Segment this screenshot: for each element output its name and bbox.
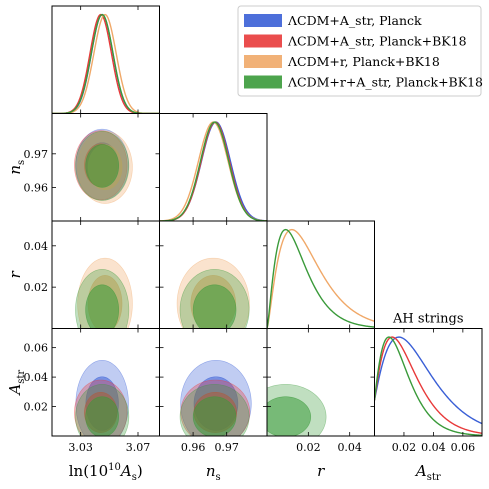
marginal-cdm-r-a-str-planck-bk18 — [52, 13, 160, 114]
contour-68-cdm-r-a-str-planck-bk18 — [192, 396, 237, 436]
label-part: A — [6, 384, 24, 397]
marginal-cdm-r-planck-bk18 — [52, 13, 160, 114]
x-tick-label: 0.02 — [392, 441, 417, 454]
contour-68-cdm-r-a-str-planck-bk18 — [267, 396, 312, 436]
y-axis-label-n-s: ns — [6, 160, 27, 175]
x-tick-label: 3.03 — [68, 441, 93, 454]
label-part: A — [414, 462, 427, 480]
legend-label-cdm-r-planck-bk18: ΛCDM+r, Planck+BK18 — [287, 54, 440, 69]
x-tick-label: 0.06 — [451, 441, 476, 454]
marginal-cdm-r-a-str-planck-bk18 — [267, 228, 375, 329]
annotation: AH strings — [392, 312, 464, 327]
label-sub: str — [427, 472, 441, 483]
contour-68-cdm-r-a-str-planck-bk18 — [85, 284, 120, 329]
marginal-cdm-a-str-planck — [159, 121, 267, 221]
x-tick-label: 0.97 — [214, 441, 239, 454]
x-axis-label-n-s: ns — [206, 462, 221, 483]
label-sup: 10 — [108, 462, 121, 473]
legend-swatch-cdm-a-str-planck-bk18 — [244, 34, 282, 48]
legend: ΛCDM+A_str, Planck ΛCDM+A_str, Planck+BK1… — [237, 5, 483, 97]
contour-68-cdm-r-a-str-planck-bk18 — [85, 144, 120, 188]
x-tick-label: 0.04 — [421, 441, 446, 454]
legend-swatch-cdm-r-planck-bk18 — [244, 55, 282, 68]
marginal-cdm-a-str-planck-bk18 — [52, 13, 160, 114]
label-part: n — [206, 462, 216, 480]
panel-frame — [266, 220, 375, 329]
x-tick-label: 0.96 — [181, 441, 206, 454]
contour-68-cdm-r-a-str-planck-bk18 — [85, 396, 120, 436]
x-tick-label: 0.02 — [296, 441, 321, 454]
label-part: ln(10 — [69, 462, 108, 480]
marginal-cdm-r-a-str-planck-bk18 — [374, 336, 482, 436]
panel-r-vs-n-s — [176, 257, 250, 329]
y-tick-label: 0.97 — [24, 148, 49, 161]
label-part: r — [317, 462, 325, 480]
panel-n-s-vs-n-s — [159, 121, 267, 221]
marginal-cdm-r-planck-bk18 — [267, 228, 375, 329]
x-tick-label: 3.07 — [126, 441, 151, 454]
label-sub: str — [16, 370, 27, 384]
x-tick-label: 0.04 — [337, 441, 362, 454]
y-tick-label: 0.02 — [24, 281, 49, 294]
panel-ln-10-10-a-s-vs-ln-10-10-a-s — [52, 13, 160, 114]
y-tick-label: 0.04 — [24, 240, 49, 253]
panel-frame — [374, 328, 483, 437]
panel-a-str-vs-n-s — [179, 360, 252, 436]
legend-label-cdm-a-str-planck: ΛCDM+A_str, Planck — [287, 13, 422, 28]
legend-swatch-cdm-a-str-planck — [244, 14, 282, 27]
y-axis-label-a-str: Astr — [6, 370, 27, 397]
label-part: ) — [137, 462, 143, 480]
label-sub: s — [216, 472, 221, 483]
marginal-cdm-r-planck-bk18 — [159, 121, 267, 221]
legend-label-cdm-r-a-str-planck-bk18: ΛCDM+r+A_str, Planck+BK18 — [287, 75, 483, 90]
label-sub: s — [16, 160, 27, 165]
marginal-cdm-a-str-planck-bk18 — [159, 121, 267, 221]
panel-n-s-vs-ln-10-10-a-s — [74, 128, 133, 204]
legend-label-cdm-a-str-planck-bk18: ΛCDM+A_str, Planck+BK18 — [287, 34, 467, 49]
panel-a-str-vs-ln-10-10-a-s — [74, 360, 130, 436]
panel-a-str-vs-a-str — [374, 336, 482, 436]
contour-68-cdm-r-a-str-planck-bk18 — [192, 284, 237, 329]
y-tick-label: 0.04 — [24, 371, 49, 384]
y-tick-label: 0.02 — [24, 401, 49, 414]
panel-frame — [159, 113, 268, 222]
panel-r-vs-ln-10-10-a-s — [75, 257, 133, 329]
y-tick-label: 0.96 — [24, 181, 49, 194]
legend-box — [237, 5, 482, 97]
panel-a-str-vs-r — [267, 384, 327, 436]
label-part: n — [6, 165, 24, 175]
marginal-cdm-r-a-str-planck-bk18 — [159, 121, 267, 221]
panel-r-vs-r — [267, 228, 375, 329]
y-axis-label-r: r — [6, 270, 24, 278]
label-part: A — [119, 462, 132, 480]
marginal-cdm-a-str-planck — [374, 336, 482, 425]
x-axis-label-r: r — [317, 462, 325, 480]
y-tick-label: 0.06 — [24, 342, 49, 355]
x-axis-label-ln-10-10-a-s: ln(1010As) — [69, 462, 143, 483]
x-axis-label-a-str: Astr — [414, 462, 441, 483]
marginal-cdm-a-str-planck-bk18 — [374, 336, 482, 434]
legend-swatch-cdm-r-a-str-planck-bk18 — [244, 75, 282, 89]
label-sub: s — [132, 472, 137, 483]
label-part: r — [6, 270, 24, 278]
marginal-cdm-a-str-planck — [52, 13, 160, 114]
panels: 3.03 3.07 0.96 0.97 0.02 0.04 0.02 0.04 0.06 0.96… — [6, 5, 483, 483]
